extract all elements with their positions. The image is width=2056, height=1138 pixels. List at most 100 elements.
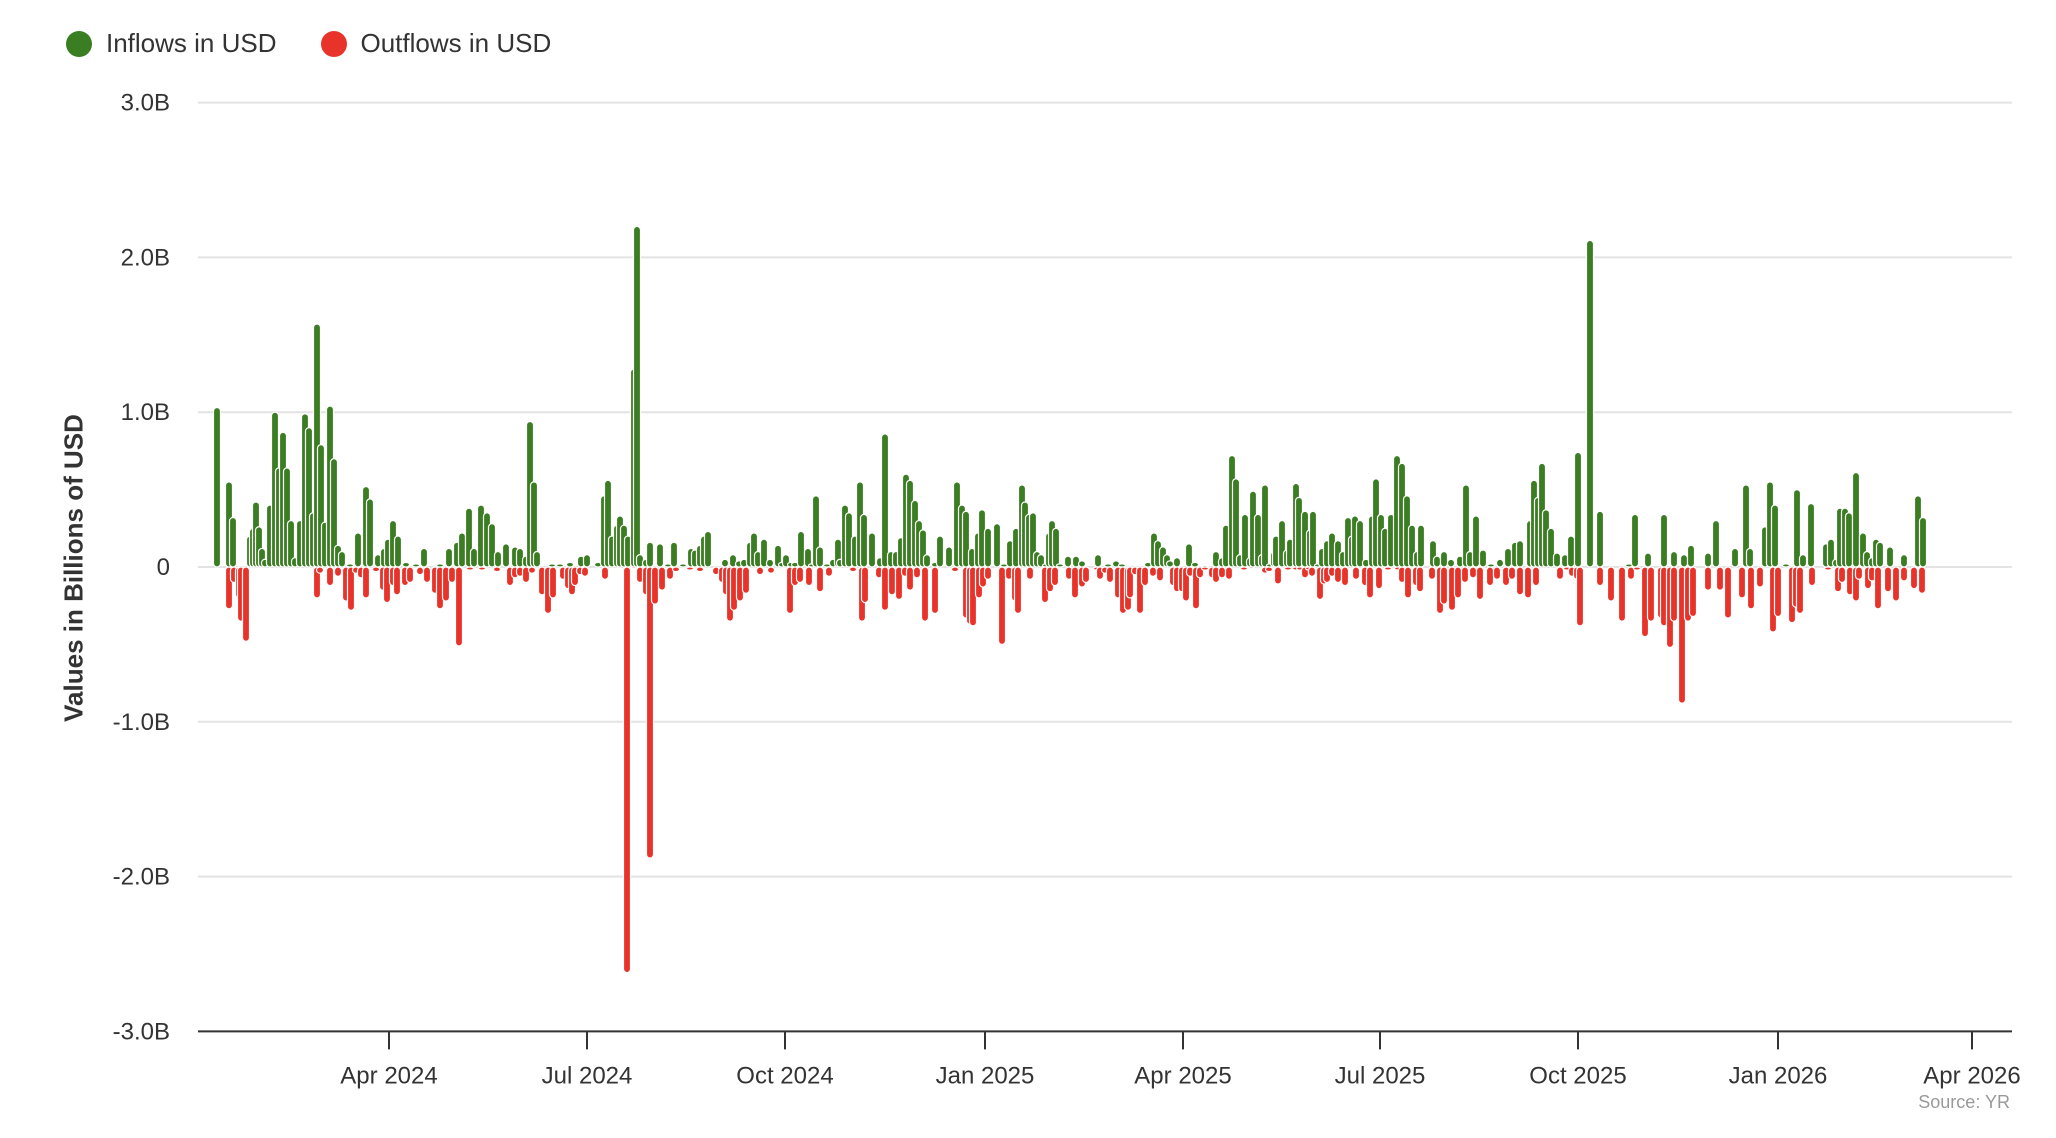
bar[interactable]	[1917, 566, 1927, 594]
bar[interactable]	[1077, 560, 1087, 568]
bar[interactable]	[212, 406, 222, 568]
bar[interactable]	[1711, 519, 1721, 568]
bar[interactable]	[1883, 566, 1893, 593]
bar[interactable]	[1140, 566, 1150, 587]
bar[interactable]	[1891, 566, 1901, 602]
bar[interactable]	[1105, 566, 1115, 584]
bar[interactable]	[555, 563, 565, 568]
bar[interactable]	[1478, 549, 1488, 568]
bar[interactable]	[880, 433, 890, 568]
bar[interactable]	[961, 510, 971, 568]
bar[interactable]	[1050, 566, 1060, 587]
bar[interactable]	[1051, 527, 1061, 568]
bar[interactable]	[867, 532, 877, 568]
bar[interactable]	[1308, 510, 1318, 568]
bar[interactable]	[922, 554, 932, 568]
bar[interactable]	[815, 546, 825, 568]
bar[interactable]	[600, 566, 610, 580]
bar[interactable]	[1495, 558, 1505, 568]
bar[interactable]	[315, 566, 325, 574]
bar[interactable]	[547, 563, 557, 568]
bar[interactable]	[880, 566, 890, 611]
bar[interactable]	[419, 547, 429, 568]
bar[interactable]	[1165, 560, 1175, 568]
bar[interactable]	[1148, 566, 1158, 577]
bar[interactable]	[337, 550, 347, 568]
bar[interactable]	[1081, 566, 1091, 584]
bar[interactable]	[1403, 566, 1413, 599]
bar[interactable]	[1730, 547, 1740, 568]
bar[interactable]	[548, 566, 558, 599]
bar[interactable]	[632, 225, 642, 568]
bar[interactable]	[1899, 566, 1909, 582]
bar[interactable]	[1240, 513, 1250, 568]
bar[interactable]	[493, 550, 503, 568]
bar[interactable]	[1523, 566, 1533, 599]
bar[interactable]	[1854, 566, 1864, 580]
bar[interactable]	[1125, 566, 1135, 599]
bar[interactable]	[469, 547, 479, 568]
bar[interactable]	[1630, 513, 1640, 568]
bar[interactable]	[645, 541, 655, 568]
bar[interactable]	[1686, 544, 1696, 568]
bar[interactable]	[286, 519, 296, 568]
bar[interactable]	[444, 547, 454, 568]
bar[interactable]	[803, 547, 813, 568]
bar[interactable]	[1374, 566, 1384, 590]
bar[interactable]	[1365, 566, 1375, 599]
bar[interactable]	[983, 527, 993, 568]
bar[interactable]	[944, 546, 954, 568]
bar[interactable]	[824, 566, 834, 577]
bar[interactable]	[415, 566, 425, 576]
bar[interactable]	[393, 535, 403, 568]
bar[interactable]	[1679, 554, 1689, 568]
bar[interactable]	[912, 566, 922, 579]
bar[interactable]	[1439, 550, 1449, 568]
bar[interactable]	[1184, 543, 1194, 568]
bar[interactable]	[1273, 566, 1283, 585]
bar[interactable]	[346, 566, 356, 611]
bar[interactable]	[1155, 566, 1165, 582]
bar[interactable]	[1643, 552, 1653, 568]
bar[interactable]	[1715, 566, 1725, 591]
bar[interactable]	[241, 566, 251, 642]
bar[interactable]	[645, 566, 655, 859]
bar[interactable]	[741, 566, 751, 594]
bar[interactable]	[1585, 239, 1595, 568]
bar[interactable]	[997, 566, 1007, 646]
bar[interactable]	[353, 532, 363, 568]
bar[interactable]	[1807, 566, 1817, 587]
bar[interactable]	[1555, 566, 1565, 580]
bar[interactable]	[1531, 566, 1541, 587]
bar[interactable]	[1460, 566, 1470, 584]
bar[interactable]	[1415, 566, 1425, 593]
bar[interactable]	[1798, 554, 1808, 568]
bar[interactable]	[401, 561, 411, 568]
bar[interactable]	[565, 561, 575, 568]
bar[interactable]	[848, 566, 858, 573]
bar[interactable]	[759, 538, 769, 568]
bar[interactable]	[1503, 547, 1513, 568]
bar[interactable]	[1231, 478, 1241, 568]
bar[interactable]	[765, 558, 775, 568]
bar[interactable]	[532, 550, 542, 568]
bar[interactable]	[1340, 566, 1350, 587]
bar[interactable]	[1688, 566, 1698, 618]
bar[interactable]	[1723, 566, 1733, 619]
bar[interactable]	[935, 535, 945, 568]
bar[interactable]	[678, 563, 688, 568]
bar[interactable]	[1383, 566, 1393, 571]
bar[interactable]	[1070, 566, 1080, 599]
bar[interactable]	[950, 566, 960, 573]
bar[interactable]	[1093, 554, 1103, 568]
bar[interactable]	[529, 481, 539, 568]
bar[interactable]	[755, 566, 765, 576]
bar[interactable]	[1703, 552, 1713, 568]
bar[interactable]	[454, 566, 464, 647]
bar[interactable]	[371, 566, 381, 573]
bar[interactable]	[992, 523, 1002, 568]
bar[interactable]	[1606, 566, 1616, 602]
bar[interactable]	[1737, 566, 1747, 599]
bar[interactable]	[325, 566, 335, 587]
bar[interactable]	[983, 566, 993, 580]
